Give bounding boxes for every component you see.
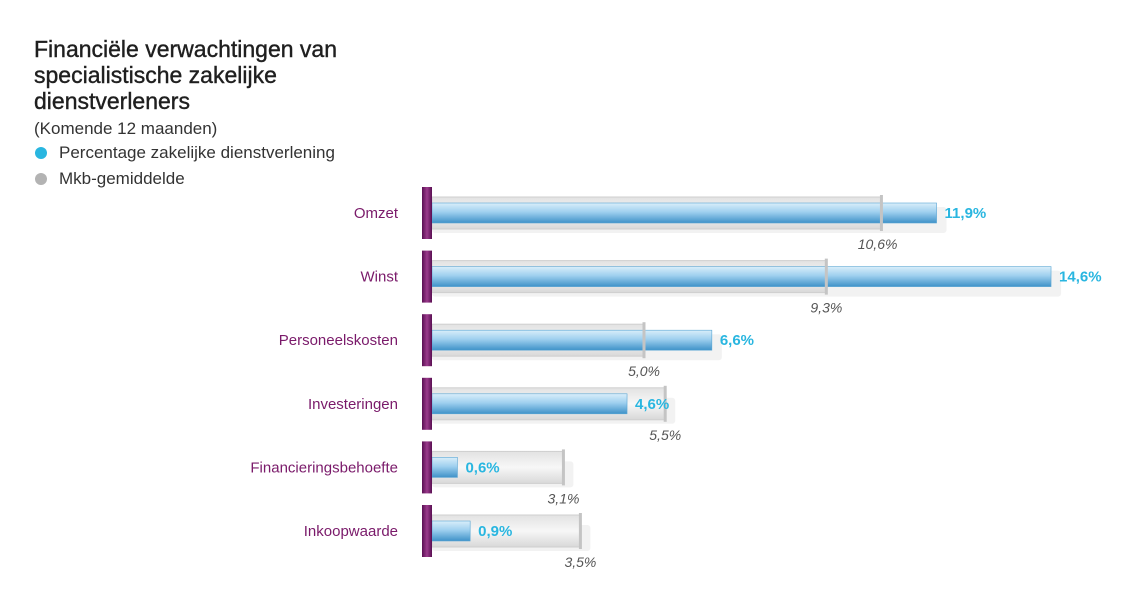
- legend-label-average: Mkb-gemiddelde: [59, 169, 185, 188]
- axis-tab-investeringen: [422, 377, 432, 430]
- sector-value-label-investeringen: 4,6%: [635, 396, 669, 413]
- sector-value-label-omzet: 11,9%: [945, 205, 987, 222]
- category-label-inkoopwaarde: Inkoopwaarde: [304, 523, 398, 540]
- average-value-label-investeringen: 5,5%: [649, 427, 681, 443]
- chart-title: Financiële verwachtingen van specialisti…: [34, 36, 338, 114]
- axis-tab-omzet: [422, 187, 432, 239]
- sector-bar-omzet: [431, 202, 937, 224]
- category-label-omzet: Omzet: [354, 205, 399, 222]
- average-value-label-financieringsbehoefte: 3,1%: [548, 490, 580, 506]
- average-value-label-omzet: 10,6%: [858, 236, 898, 252]
- sector-bar-investeringen: [431, 393, 628, 415]
- sector-bar-personeelskosten: [431, 329, 713, 351]
- legend-dot-average: [35, 173, 47, 185]
- axis-tab-inkoopwaarde: [422, 505, 432, 557]
- sector-value-label-winst: 14,6%: [1059, 269, 1102, 286]
- sector-value-label-personeelskosten: 6,6%: [720, 332, 754, 349]
- axis-tab-financieringsbehoefte: [422, 441, 432, 494]
- sector-value-label-inkoopwaarde: 0,9%: [478, 523, 512, 540]
- sector-bar-winst: [431, 266, 1052, 287]
- category-label-winst: Winst: [361, 269, 399, 286]
- title-block: Financiële verwachtingen van specialisti…: [34, 36, 364, 192]
- legend: Percentage zakelijke dienstverlening Mkb…: [34, 140, 364, 192]
- legend-item-average: Mkb-gemiddelde: [34, 166, 364, 192]
- sector-bar-inkoopwaarde: [431, 520, 471, 542]
- category-label-financieringsbehoefte: Financieringsbehoefte: [250, 459, 398, 476]
- legend-dot-sector: [35, 147, 47, 159]
- axis-tab-winst: [422, 250, 432, 303]
- average-value-label-personeelskosten: 5,0%: [628, 363, 660, 379]
- average-value-label-inkoopwaarde: 3,5%: [564, 554, 596, 570]
- average-value-label-winst: 9,3%: [810, 300, 842, 316]
- sector-value-label-financieringsbehoefte: 0,6%: [465, 459, 499, 476]
- chart-subtitle: (Komende 12 maanden): [34, 119, 218, 138]
- axis-tab-personeelskosten: [422, 314, 432, 367]
- legend-label-sector: Percentage zakelijke dienstverlening: [59, 143, 335, 162]
- bars-group: Omzet 11,9% 10,6% Winst 14,6% 9,3% Personeelsk…: [250, 187, 1102, 570]
- category-label-personeelskosten: Personeelskosten: [279, 332, 398, 349]
- sector-bar-financieringsbehoefte: [431, 457, 458, 478]
- legend-item-sector: Percentage zakelijke dienstverlening: [34, 140, 364, 166]
- category-label-investeringen: Investeringen: [308, 396, 398, 413]
